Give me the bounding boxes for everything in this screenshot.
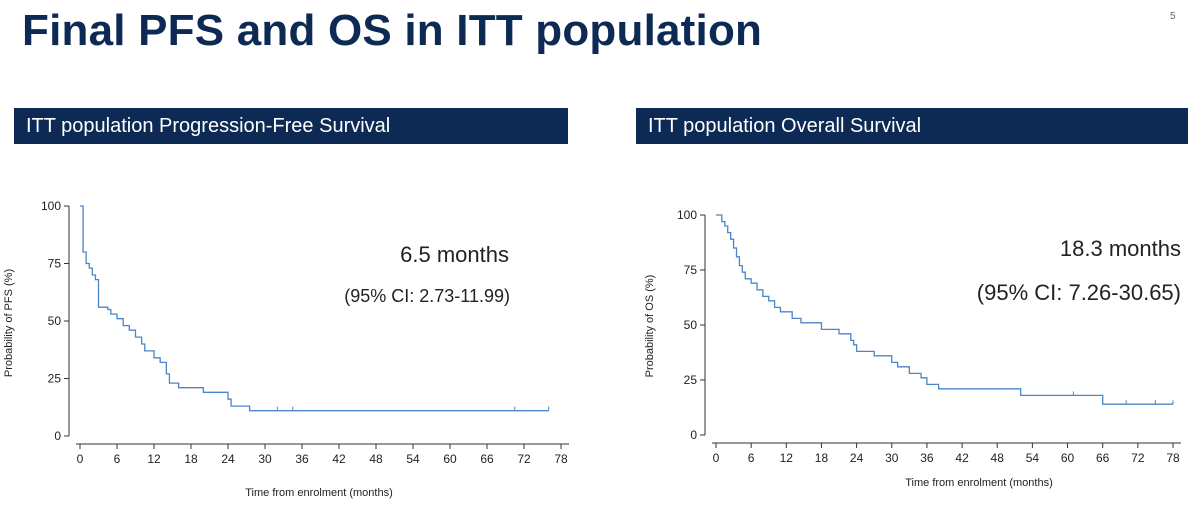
pfs-censor-marks-layer	[276, 406, 550, 411]
os-x-tick-label: 36	[920, 451, 934, 465]
pfs-x-tick-label: 12	[147, 452, 161, 466]
pfs-y-tick-label: 50	[48, 314, 62, 328]
pfs-y-tick-label: 0	[54, 429, 61, 443]
os-x-tick-label: 60	[1061, 451, 1075, 465]
pfs-x-tick-label: 36	[295, 452, 309, 466]
pfs-median-annotation: 6.5 months	[400, 242, 509, 267]
pfs-km-curve	[80, 205, 549, 412]
os-x-tick-label: 54	[1026, 451, 1040, 465]
pfs-x-tick-label: 48	[369, 452, 383, 466]
os-y-ticks-layer: 0 25 50 75 100	[677, 208, 705, 442]
os-y-tick-label: 50	[684, 318, 698, 332]
os-panel-header: ITT population Overall Survival	[636, 108, 1188, 144]
pfs-y-tick-label: 25	[48, 372, 62, 386]
pfs-x-tick-label: 78	[554, 452, 568, 466]
pfs-ci-annotation: (95% CI: 2.73-11.99)	[344, 286, 510, 306]
os-x-tick-label: 42	[955, 451, 969, 465]
page-number: 5	[1170, 11, 1176, 22]
pfs-panel-header: ITT population Progression-Free Survival	[14, 108, 568, 144]
os-x-tick-label: 48	[991, 451, 1005, 465]
slide-title: Final PFS and OS in ITT population	[22, 6, 763, 55]
os-y-axis-label: Probability of OS (%)	[644, 275, 656, 378]
os-x-tick-label: 66	[1096, 451, 1110, 465]
pfs-y-ticks-layer: 0 25 50 75 100	[41, 199, 69, 443]
pfs-x-tick-label: 0	[77, 452, 84, 466]
pfs-chart: 0 25 50 75 100 0 6 12 18 24 30 36 42 48 54 60 66 72 78 Ti…	[3, 199, 569, 499]
os-x-tick-label: 18	[815, 451, 829, 465]
pfs-x-tick-label: 42	[332, 452, 346, 466]
pfs-x-axis-label: Time from enrolment (months)	[245, 487, 393, 499]
pfs-x-tick-label: 30	[258, 452, 272, 466]
os-x-tick-label: 24	[850, 451, 864, 465]
pfs-x-tick-label: 18	[184, 452, 198, 466]
pfs-x-tick-label: 24	[221, 452, 235, 466]
os-x-ticks-layer: 0 6 12 18 24 30 36 42 48 54 60 66 72 78	[713, 443, 1180, 465]
os-x-axis-label: Time from enrolment (months)	[905, 477, 1053, 489]
os-y-tick-label: 25	[684, 373, 698, 387]
os-y-tick-label: 0	[690, 428, 697, 442]
pfs-x-tick-label: 6	[114, 452, 121, 466]
pfs-x-tick-label: 60	[443, 452, 457, 466]
os-ci-annotation: (95% CI: 7.26-30.65)	[977, 280, 1181, 305]
os-km-curve	[716, 214, 1173, 405]
os-median-annotation: 18.3 months	[1060, 236, 1181, 261]
pfs-x-tick-label: 72	[517, 452, 531, 466]
os-x-tick-label: 72	[1131, 451, 1145, 465]
os-y-tick-label: 75	[684, 263, 698, 277]
os-x-tick-label: 30	[885, 451, 899, 465]
pfs-y-axis-label: Probability of PFS (%)	[3, 269, 15, 377]
pfs-y-tick-label: 75	[48, 257, 62, 271]
os-x-tick-label: 0	[713, 451, 720, 465]
os-censor-marks-layer	[897, 362, 1174, 405]
pfs-x-tick-label: 54	[406, 452, 420, 466]
pfs-x-ticks-layer: 0 6 12 18 24 30 36 42 48 54 60 66 72 78	[77, 444, 568, 466]
os-x-tick-label: 6	[748, 451, 755, 465]
pfs-y-tick-label: 100	[41, 199, 61, 213]
os-x-tick-label: 78	[1166, 451, 1180, 465]
os-y-tick-label: 100	[677, 208, 697, 222]
pfs-x-tick-label: 66	[480, 452, 494, 466]
os-chart: 0 25 50 75 100 0 6 12 18 24 30 36 42 48 54 60 66 72 78 Ti…	[644, 208, 1181, 489]
os-x-tick-label: 12	[780, 451, 794, 465]
